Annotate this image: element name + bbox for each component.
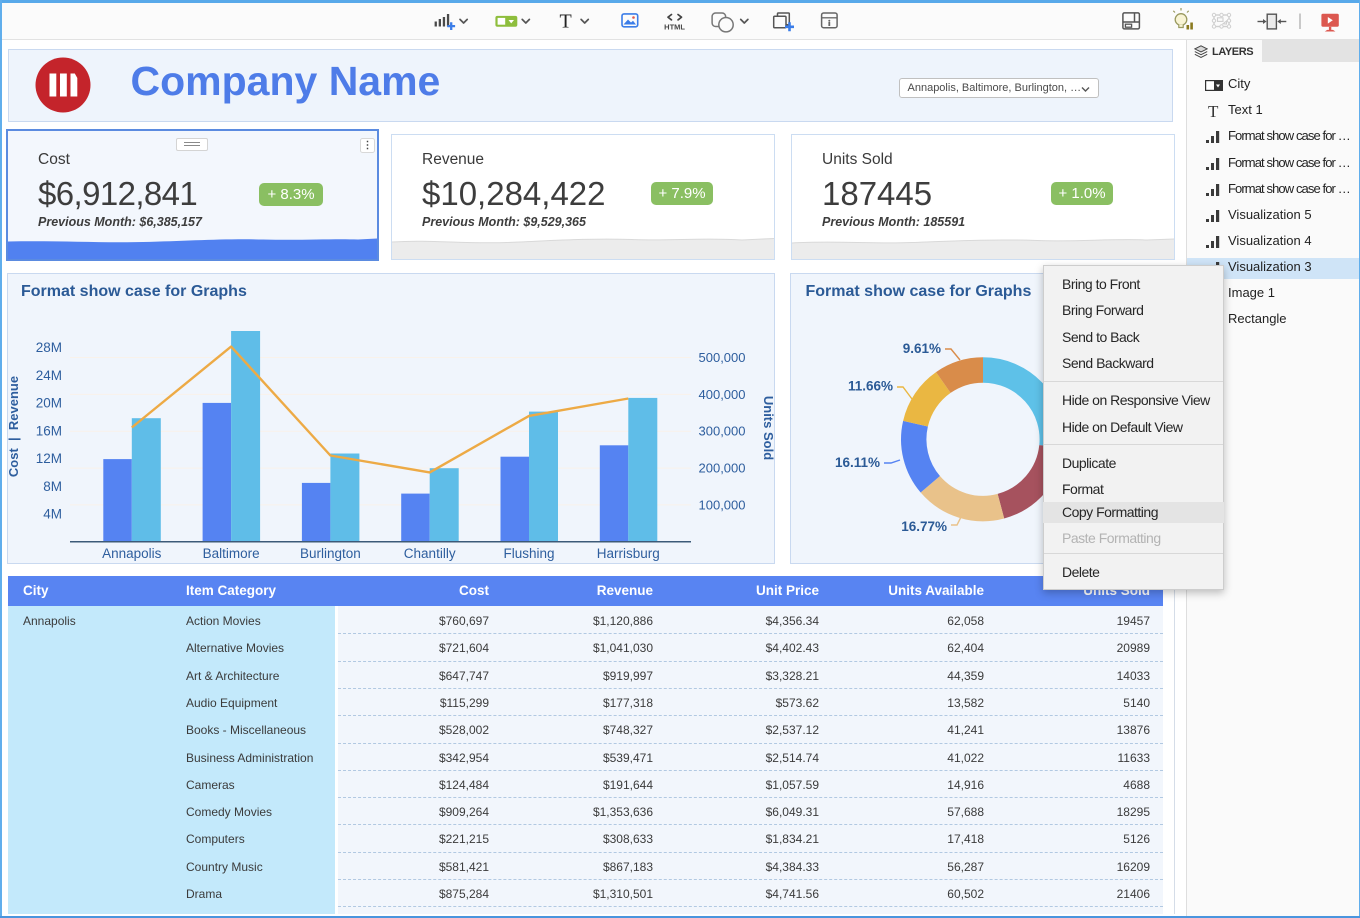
svg-text:20M: 20M: [36, 395, 62, 410]
svg-text:Format show case for Graphs: Format show case for Graphs: [21, 282, 247, 299]
svg-text:Cost | Revenue: Cost | Revenue: [7, 375, 21, 476]
svg-text:200,000: 200,000: [699, 460, 746, 475]
svg-text:8M: 8M: [43, 478, 62, 493]
svg-text:12M: 12M: [36, 451, 62, 466]
svg-text:9.61%: 9.61%: [903, 341, 941, 356]
svg-text:300,000: 300,000: [699, 423, 746, 438]
svg-text:HTML: HTML: [664, 23, 685, 32]
svg-text:4M: 4M: [43, 506, 62, 521]
svg-text:Format show case for Graphs: Format show case for Graphs: [806, 282, 1032, 299]
svg-text:28M: 28M: [36, 340, 62, 355]
svg-text:Chantilly: Chantilly: [404, 546, 456, 561]
svg-text:Harrisburg: Harrisburg: [597, 546, 660, 561]
svg-text:T: T: [559, 10, 571, 32]
svg-text:500,000: 500,000: [699, 349, 746, 364]
svg-text:24M: 24M: [36, 367, 62, 382]
svg-text:16.11%: 16.11%: [835, 455, 880, 470]
svg-text:100,000: 100,000: [699, 497, 746, 512]
svg-text:Units Sold: Units Sold: [761, 395, 775, 459]
svg-text:Burlington: Burlington: [300, 546, 361, 561]
svg-text:11.66%: 11.66%: [848, 378, 893, 393]
svg-text:Baltimore: Baltimore: [203, 546, 260, 561]
svg-text:400,000: 400,000: [699, 386, 746, 401]
svg-text:16.77%: 16.77%: [901, 519, 947, 534]
svg-text:Annapolis: Annapolis: [102, 546, 162, 561]
svg-text:16M: 16M: [36, 423, 62, 438]
svg-text:Flushing: Flushing: [503, 546, 554, 561]
